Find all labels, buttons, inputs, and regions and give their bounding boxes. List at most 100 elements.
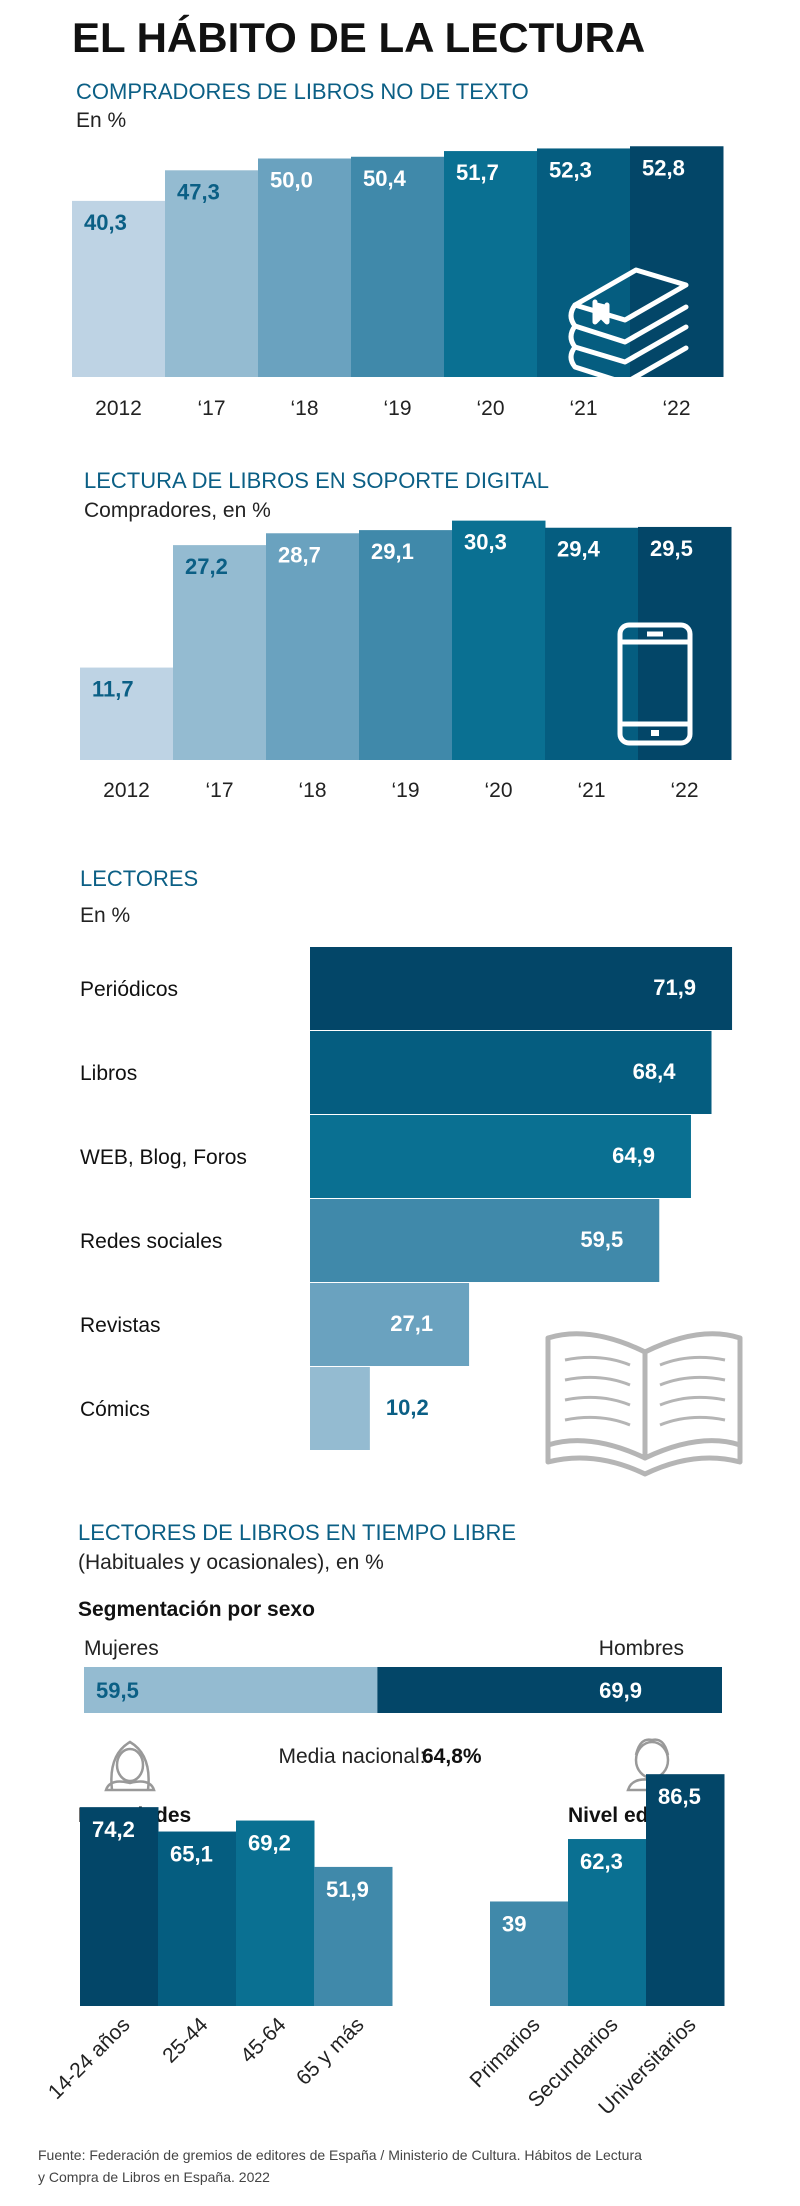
tick-label-5-0: 14-24 años	[44, 2013, 135, 2104]
data-label-6-1: 62,3	[580, 1849, 623, 1874]
data-label-2-3: 29,1	[371, 539, 414, 564]
open-book-icon	[545, 1331, 743, 1477]
tick-label-2-2: ‘18	[298, 779, 326, 802]
chart1-subtitle: En %	[76, 109, 126, 132]
chart2-subtitle: Compradores, en %	[84, 499, 271, 522]
bar-3-1	[310, 1031, 712, 1114]
tick-label-2-3: ‘19	[391, 779, 419, 802]
bar-1-2	[258, 158, 352, 377]
bar-2-0	[80, 667, 174, 760]
chart4-heading: Segmentación por sexo	[78, 1598, 315, 1621]
data-label-5-1: 65,1	[170, 1842, 213, 1867]
average-label: Media nacional:	[278, 1745, 425, 1768]
chart4-subtitle: (Habituales y ocasionales), en %	[78, 1551, 384, 1574]
tick-label-1-2: ‘18	[290, 397, 318, 420]
page-title: EL HÁBITO DE LA LECTURA	[72, 14, 645, 61]
data-label-5-3: 51,9	[326, 1877, 369, 1902]
bar-1-5	[537, 148, 631, 377]
bar-women	[84, 1667, 378, 1713]
data-label-3-1: 68,4	[633, 1059, 677, 1084]
data-label-2-2: 28,7	[278, 542, 321, 567]
data-label-1-1: 47,3	[177, 179, 220, 204]
bar-6-1	[568, 1839, 647, 2006]
data-label-6-2: 86,5	[658, 1784, 701, 1809]
data-label-men: 69,9	[599, 1678, 642, 1703]
bar-5-0	[80, 1807, 159, 2006]
bar-5-3	[314, 1866, 393, 2006]
data-label-3-4: 27,1	[390, 1311, 433, 1336]
category-label-3-4: Revistas	[80, 1314, 161, 1337]
bar-5-2	[236, 1820, 315, 2006]
data-label-women: 59,5	[96, 1678, 139, 1703]
tick-label-2-4: ‘20	[484, 779, 512, 802]
data-label-5-2: 69,2	[248, 1831, 291, 1856]
chart2-title: LECTURA DE LIBROS EN SOPORTE DIGITAL	[84, 468, 549, 493]
source-line-2: y Compra de Libros en España. 2022	[38, 2169, 270, 2185]
data-label-3-5: 10,2	[386, 1395, 429, 1420]
data-label-3-3: 59,5	[580, 1227, 623, 1252]
bar-1-0	[72, 200, 166, 377]
data-label-2-4: 30,3	[464, 530, 507, 555]
data-label-1-4: 51,7	[456, 160, 499, 185]
data-label-2-5: 29,4	[557, 537, 601, 562]
tick-label-5-3: 65 y más	[292, 2013, 369, 2090]
data-label-3-0: 71,9	[653, 975, 696, 1000]
bar-3-3	[310, 1199, 660, 1282]
tick-label-1-1: ‘17	[197, 397, 225, 420]
bar-3-0	[310, 947, 733, 1030]
tick-label-2-5: ‘21	[577, 779, 605, 802]
bar-men	[377, 1667, 722, 1713]
category-label-3-0: Periódicos	[80, 978, 178, 1001]
data-label-2-0: 11,7	[92, 677, 134, 702]
bar-3-5	[310, 1367, 370, 1450]
chart4-title: LECTORES DE LIBROS EN TIEMPO LIBRE	[78, 1520, 516, 1545]
bar-6-0	[490, 1901, 569, 2006]
data-label-2-1: 27,2	[185, 554, 228, 579]
bar-1-6	[630, 146, 724, 377]
category-label-3-2: WEB, Blog, Foros	[80, 1146, 247, 1169]
bar-2-3	[359, 530, 453, 760]
tick-label-5-1: 25-44	[158, 2013, 212, 2067]
category-label-3-5: Cómics	[80, 1398, 150, 1421]
tick-label-6-0: Primarios	[466, 2013, 545, 2092]
chart3-subtitle: En %	[80, 904, 130, 927]
bar-2-1	[173, 545, 267, 760]
average-value: 64,8%	[422, 1745, 482, 1768]
women-label: Mujeres	[84, 1637, 159, 1660]
tick-label-5-2: 45-64	[236, 2013, 290, 2067]
tick-label-2-1: ‘17	[205, 779, 233, 802]
bar-2-4	[452, 520, 546, 760]
bar-3-2	[310, 1115, 691, 1198]
woman-icon	[104, 1740, 156, 1792]
bar-1-1	[165, 170, 259, 377]
data-label-1-5: 52,3	[549, 157, 592, 182]
bar-2-2	[266, 533, 360, 760]
tick-label-2-0: 2012	[103, 779, 150, 802]
category-label-3-3: Redes sociales	[80, 1230, 222, 1253]
bar-1-3	[351, 156, 445, 377]
tick-label-1-0: 2012	[95, 397, 142, 420]
tick-label-1-5: ‘21	[569, 397, 597, 420]
chart3-title: LECTORES	[80, 866, 198, 891]
tick-label-1-3: ‘19	[383, 397, 411, 420]
data-label-3-2: 64,9	[612, 1143, 655, 1168]
data-label-1-3: 50,4	[363, 166, 407, 191]
bar-3-4	[310, 1283, 470, 1366]
tick-label-2-6: ‘22	[670, 779, 698, 802]
tick-label-1-4: ‘20	[476, 397, 504, 420]
bar-5-1	[158, 1831, 237, 2006]
bar-6-2	[646, 1774, 725, 2006]
data-label-1-6: 52,8	[642, 155, 685, 180]
smartphone-icon	[617, 622, 693, 746]
data-label-5-0: 74,2	[92, 1817, 135, 1842]
data-label-2-6: 29,5	[650, 536, 693, 561]
men-label: Hombres	[599, 1637, 684, 1660]
bar-1-4	[444, 151, 538, 377]
category-label-3-1: Libros	[80, 1062, 137, 1085]
source-line-1: Fuente: Federación de gremios de editore…	[38, 2147, 642, 2163]
books-icon	[568, 267, 689, 386]
data-label-1-2: 50,0	[270, 168, 313, 193]
chart1-title: COMPRADORES DE LIBROS NO DE TEXTO	[76, 79, 529, 104]
data-label-6-0: 39	[502, 1911, 526, 1936]
